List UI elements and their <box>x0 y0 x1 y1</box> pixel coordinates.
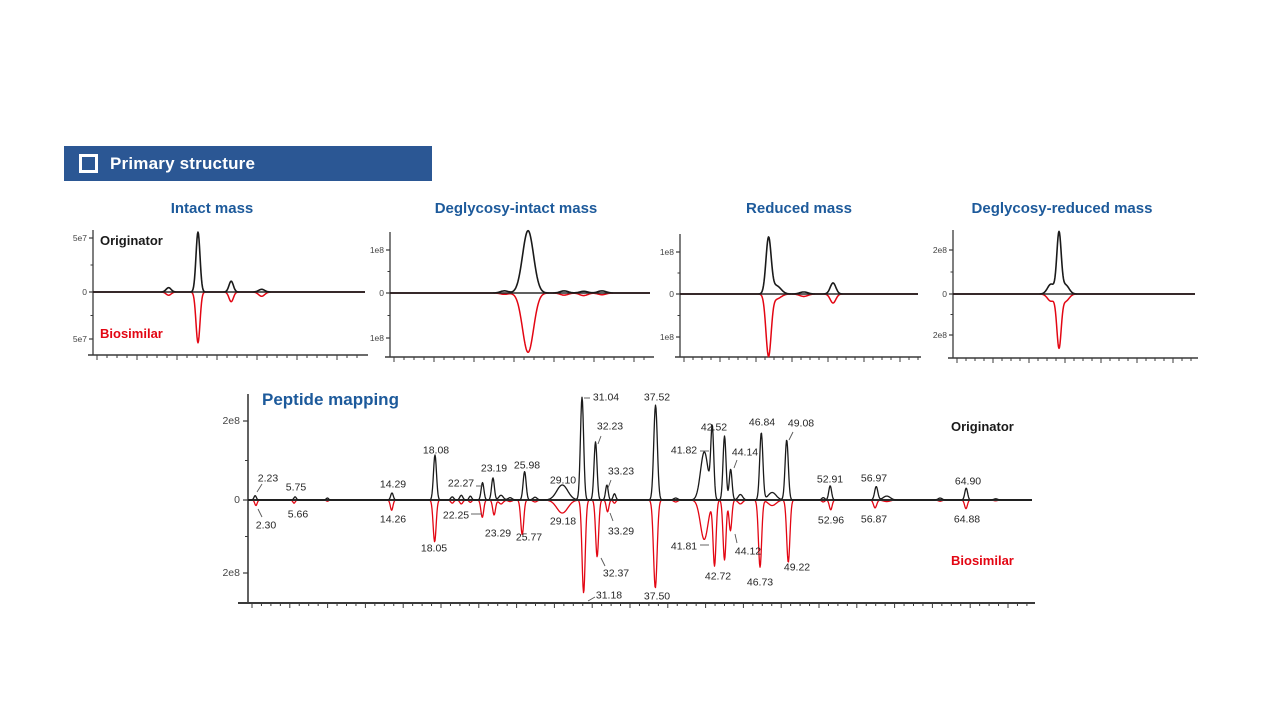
peptide-mapping-peak-label-bottom: 25.77 <box>516 532 542 544</box>
intact-mass-y-axis-label: 5e7 <box>73 334 87 344</box>
peptide-mapping-peak-label-bottom: 23.29 <box>485 528 511 540</box>
peptide-mapping-peak-label-leader <box>607 479 612 489</box>
peptide-mapping-peak-label-top: 29.10 <box>550 475 576 487</box>
peptide-mapping-peak-label-top: 52.91 <box>817 474 843 486</box>
deglycosy-intact-mass-y-axis-label: 0 <box>379 288 384 298</box>
peptide-mapping-peak-label-top: 2.23 <box>258 473 279 485</box>
deglycosy-reduced-mass-originator-trace <box>952 230 1196 295</box>
deglycosy-reduced-mass-y-axis-label: 2e8 <box>933 245 947 255</box>
peptide-mapping-peak-label-bottom: 41.81 <box>671 541 697 553</box>
peptide-mapping-peak-label-leader <box>257 508 263 518</box>
peptide-mapping-peak-label-bottom: 18.05 <box>421 543 447 555</box>
intact-mass-y-axis-label: 5e7 <box>73 233 87 243</box>
peptide-mapping-peak-label-top: 5.75 <box>286 482 307 494</box>
peptide-mapping-peak-label-top: 18.08 <box>423 445 449 457</box>
peptide-mapping-peak-label-top: 22.27 <box>448 478 474 490</box>
peptide-mapping-peak-label-bottom: 31.18 <box>596 590 622 602</box>
peptide-mapping-peak-label-leader <box>256 483 263 493</box>
square-bullet-icon <box>79 154 98 173</box>
legend-originator-intact-mass: Originator <box>100 233 163 248</box>
chart-title-peptide-mapping: Peptide mapping <box>262 390 399 409</box>
deglycosy-intact-mass-y-axis-label: 1e8 <box>370 333 384 343</box>
peptide-mapping-peak-label-bottom: 49.22 <box>784 562 810 574</box>
peptide-mapping-biosimilar-trace <box>247 499 1033 594</box>
peptide-mapping-peak-label-bottom: 29.18 <box>550 516 576 528</box>
reduced-mass-y-axis-label: 1e8 <box>660 332 674 342</box>
peptide-mapping-peak-label-leader <box>587 596 596 602</box>
peptide-mapping-peak-label-bottom: 56.87 <box>861 514 887 526</box>
peptide-mapping-y-axis-label: 2e8 <box>222 567 240 579</box>
intact-mass-originator-trace <box>92 231 366 293</box>
peptide-mapping-peak-label-leader <box>600 557 606 567</box>
peptide-mapping-peak-label-bottom: 22.25 <box>443 510 469 522</box>
peptide-mapping-peak-label-bottom: 46.73 <box>747 577 773 589</box>
peptide-mapping-peak-label-top: 64.90 <box>955 476 981 488</box>
peptide-mapping-peak-label-top: 49.08 <box>788 418 814 430</box>
deglycosy-reduced-mass-biosimilar-trace <box>952 293 1196 350</box>
peptide-mapping-peak-label-leader <box>734 533 738 544</box>
peptide-mapping-peak-label-bottom: 52.96 <box>818 515 844 527</box>
deglycosy-reduced-mass-y-axis-label: 0 <box>942 289 947 299</box>
peptide-mapping-peak-label-top: 14.29 <box>380 479 406 491</box>
reduced-mass-y-axis-label: 0 <box>669 289 674 299</box>
deglycosy-reduced-mass-y-axis-label: 2e8 <box>933 330 947 340</box>
peptide-mapping-peak-label-top: 25.98 <box>514 460 540 472</box>
peptide-mapping-peak-label-top: 23.19 <box>481 463 507 475</box>
deglycosy-intact-mass-biosimilar-trace <box>389 292 651 354</box>
peptide-mapping-peak-label-leader <box>597 435 602 445</box>
chart-title-deglycosy-intact-mass: Deglycosy-intact mass <box>434 200 598 217</box>
chart-title-reduced-mass: Reduced mass <box>746 200 852 217</box>
peptide-mapping-peak-label-top: 31.04 <box>593 392 619 404</box>
peptide-mapping-peak-label-bottom: 33.29 <box>608 526 634 538</box>
chart-title-intact-mass: Intact mass <box>170 200 254 217</box>
peptide-mapping-peak-label-top: 46.84 <box>749 417 775 429</box>
deglycosy-intact-mass-originator-trace <box>389 229 651 294</box>
peptide-mapping-peak-label-top: 41.82 <box>671 445 697 457</box>
peptide-mapping-peak-label-bottom: 5.66 <box>288 509 309 521</box>
peptide-mapping-peak-label-leader <box>788 431 794 441</box>
chart-title-deglycosy-reduced-mass: Deglycosy-reduced mass <box>971 200 1153 217</box>
peptide-mapping-originator-trace <box>247 396 1033 501</box>
peptide-mapping-peak-label-leader <box>609 512 614 522</box>
peptide-mapping-peak-label-top: 56.97 <box>861 473 887 485</box>
reduced-mass-originator-trace <box>679 236 919 295</box>
reduced-mass-biosimilar-trace <box>679 293 919 358</box>
peptide-mapping-y-axis-label: 0 <box>234 494 240 506</box>
intact-mass-y-axis-label: 0 <box>82 287 87 297</box>
section-title: Primary structure <box>110 153 256 173</box>
intact-mass-biosimilar-trace <box>92 291 366 344</box>
legend-biosimilar-intact-mass: Biosimilar <box>100 326 163 341</box>
peptide-mapping-y-axis-label: 2e8 <box>222 415 240 427</box>
section-header: Primary structure <box>64 146 432 181</box>
reduced-mass-y-axis-label: 1e8 <box>660 247 674 257</box>
peptide-mapping-peak-label-bottom: 32.37 <box>603 568 629 580</box>
peptide-mapping-peak-label-bottom: 37.50 <box>644 591 670 603</box>
legend-originator-peptide-mapping: Originator <box>951 419 1014 434</box>
legend-biosimilar-peptide-mapping: Biosimilar <box>951 553 1014 568</box>
peptide-mapping-peak-label-bottom: 14.26 <box>380 514 406 526</box>
peptide-mapping-peak-label-top: 44.14 <box>732 447 758 459</box>
peptide-mapping-peak-label-leader <box>733 459 738 469</box>
peptide-mapping-peak-label-top: 37.52 <box>644 392 670 404</box>
peptide-mapping-peak-label-bottom: 44.12 <box>735 546 761 558</box>
peptide-mapping-peak-label-top: 33.23 <box>608 466 634 478</box>
peptide-mapping-peak-label-bottom: 2.30 <box>256 520 277 532</box>
peptide-mapping-peak-label-top: 32.23 <box>597 421 623 433</box>
peptide-mapping-peak-label-bottom: 64.88 <box>954 514 980 526</box>
peptide-mapping-peak-label-top: 42.52 <box>701 422 727 434</box>
peptide-mapping-peak-label-bottom: 42.72 <box>705 571 731 583</box>
deglycosy-intact-mass-y-axis-label: 1e8 <box>370 245 384 255</box>
